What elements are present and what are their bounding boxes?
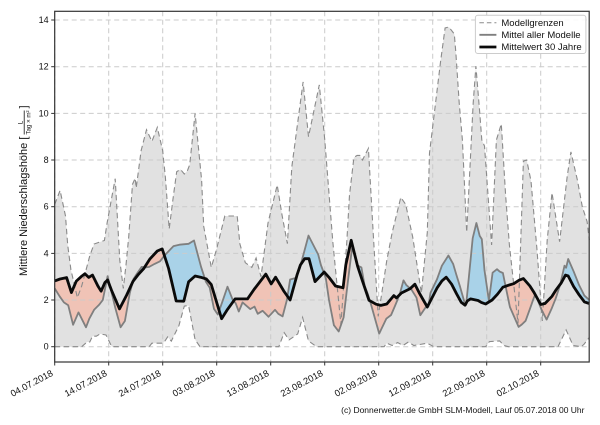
svg-text:6: 6 bbox=[44, 202, 49, 212]
svg-text:0: 0 bbox=[44, 342, 49, 352]
svg-text:Modellgrenzen: Modellgrenzen bbox=[501, 18, 563, 29]
svg-text:8: 8 bbox=[44, 155, 49, 165]
svg-text:12: 12 bbox=[39, 62, 49, 72]
svg-text:Mittlere Niederschlagshöhe [: Mittlere Niederschlagshöhe [ bbox=[18, 137, 30, 276]
svg-text:Mittelwert 30 Jahre: Mittelwert 30 Jahre bbox=[501, 42, 581, 53]
svg-text:10: 10 bbox=[39, 108, 49, 118]
svg-text:Tag × m²: Tag × m² bbox=[26, 110, 33, 134]
svg-text:]: ] bbox=[18, 105, 30, 108]
svg-text:2: 2 bbox=[44, 295, 49, 305]
svg-text:Mittel aller Modelle: Mittel aller Modelle bbox=[501, 30, 580, 41]
svg-text:4: 4 bbox=[44, 248, 49, 258]
svg-text:(c) Donnerwetter.de GmbH SLM-M: (c) Donnerwetter.de GmbH SLM-Modell, Lau… bbox=[341, 405, 584, 415]
svg-text:14: 14 bbox=[39, 15, 49, 25]
svg-text:L: L bbox=[18, 120, 25, 124]
